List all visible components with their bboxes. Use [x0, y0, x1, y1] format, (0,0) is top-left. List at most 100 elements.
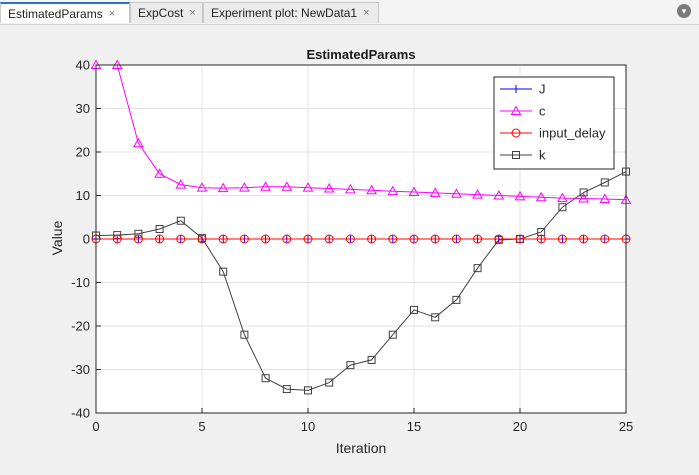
- data-point: [408, 186, 420, 197]
- x-tick-label: 5: [198, 419, 205, 434]
- data-point: [452, 295, 461, 304]
- data-point: [155, 224, 164, 233]
- data-point: [345, 234, 355, 244]
- data-point: [324, 234, 334, 244]
- y-tick-label: 30: [76, 101, 90, 116]
- data-point: [133, 137, 144, 148]
- tab-label: Experiment plot: NewData1: [211, 6, 358, 20]
- data-point: [112, 234, 122, 244]
- data-point: [323, 183, 335, 193]
- y-tick-label: -40: [71, 406, 90, 421]
- x-tick-label: 15: [407, 419, 421, 434]
- data-point: [579, 234, 589, 244]
- legend-item: c: [500, 104, 546, 119]
- y-tick-label: 10: [76, 188, 90, 203]
- y-tick-label: 20: [76, 145, 90, 160]
- legend-item: J: [500, 82, 546, 97]
- legend-item: input_delay: [500, 126, 606, 141]
- data-point: [599, 193, 611, 203]
- legend-marker: [510, 105, 522, 115]
- x-axis-label: Iteration: [336, 440, 387, 456]
- data-point: [155, 234, 165, 244]
- data-point: [240, 330, 249, 339]
- tab-expcost[interactable]: ExpCost ×: [130, 2, 203, 23]
- close-icon[interactable]: ×: [363, 7, 370, 19]
- data-point: [578, 193, 589, 203]
- legend-marker: [511, 128, 521, 138]
- close-icon[interactable]: ×: [108, 7, 116, 20]
- data-point: [493, 189, 505, 200]
- chart-title: EstimatedParams: [306, 47, 415, 62]
- data-point: [409, 234, 419, 244]
- tab-label: ExpCost: [138, 6, 184, 20]
- data-point: [345, 183, 356, 194]
- data-point: [600, 178, 609, 187]
- series-line: [96, 64, 627, 201]
- data-point: [133, 234, 143, 244]
- data-point: [387, 185, 399, 196]
- data-point: [515, 234, 525, 244]
- tab-estimatedparams[interactable]: EstimatedParams ×: [0, 2, 130, 23]
- data-point: [536, 234, 546, 244]
- y-tick-label: 40: [76, 58, 90, 73]
- data-point: [197, 234, 207, 244]
- y-axis-label: Value: [49, 220, 65, 255]
- y-tick-label: -30: [71, 362, 90, 377]
- close-icon[interactable]: ×: [189, 7, 196, 19]
- data-point: [325, 378, 334, 387]
- data-point: [219, 267, 228, 276]
- data-point: [388, 234, 398, 244]
- series-c: [90, 59, 632, 204]
- data-point: [473, 234, 483, 244]
- data-point: [535, 191, 547, 202]
- y-tick-label: -20: [71, 319, 90, 334]
- data-point: [239, 182, 250, 192]
- x-tick-label: 0: [92, 419, 99, 434]
- y-tick-label: 0: [83, 232, 90, 247]
- legend-label: J: [539, 82, 546, 97]
- data-point: [579, 188, 588, 197]
- legend-label: k: [539, 148, 546, 163]
- tab-label: EstimatedParams: [8, 6, 103, 21]
- data-point: [367, 234, 377, 244]
- data-point: [366, 184, 377, 195]
- series-input-delay: [91, 234, 631, 244]
- data-point: [282, 234, 292, 244]
- data-point: [302, 182, 314, 192]
- data-point: [558, 203, 567, 212]
- chart: 0 5 10 15 20 25 -40 -30 -20 -10 0 10 20 30 40 Estimate…: [49, 47, 633, 456]
- data-point: [388, 330, 397, 339]
- data-point: [175, 179, 187, 189]
- data-point: [218, 234, 228, 244]
- data-point: [431, 313, 440, 322]
- data-point: [473, 264, 482, 273]
- legend-item: k: [500, 148, 546, 163]
- data-point: [430, 234, 440, 244]
- data-point: [514, 190, 526, 201]
- data-point: [239, 234, 249, 244]
- figure-area: 0 5 10 15 20 25 -40 -30 -20 -10 0 10 20 30 40 Estimate…: [0, 25, 699, 470]
- x-tick-label: 20: [513, 419, 527, 434]
- legend-label: input_delay: [539, 126, 606, 141]
- data-point: [176, 216, 185, 225]
- x-tick-label: 25: [619, 419, 633, 434]
- data-point: [451, 234, 461, 244]
- data-point: [304, 386, 312, 395]
- data-point: [429, 187, 441, 197]
- legend-box: [493, 76, 615, 170]
- data-point: [196, 182, 208, 192]
- data-point: [494, 234, 504, 244]
- series-layer: [90, 59, 632, 395]
- data-point: [282, 385, 291, 394]
- y-tick-label: -10: [71, 275, 90, 290]
- tab-experiment-plot[interactable]: Experiment plot: NewData1 ×: [203, 2, 379, 23]
- data-point: [451, 188, 462, 198]
- legend-marker: [512, 151, 520, 159]
- chevron-down-icon[interactable]: ▾: [677, 4, 691, 18]
- data-point: [600, 234, 610, 244]
- legend-marker: [512, 85, 520, 93]
- data-point: [346, 361, 355, 370]
- data-point: [217, 182, 229, 193]
- data-point: [557, 234, 567, 244]
